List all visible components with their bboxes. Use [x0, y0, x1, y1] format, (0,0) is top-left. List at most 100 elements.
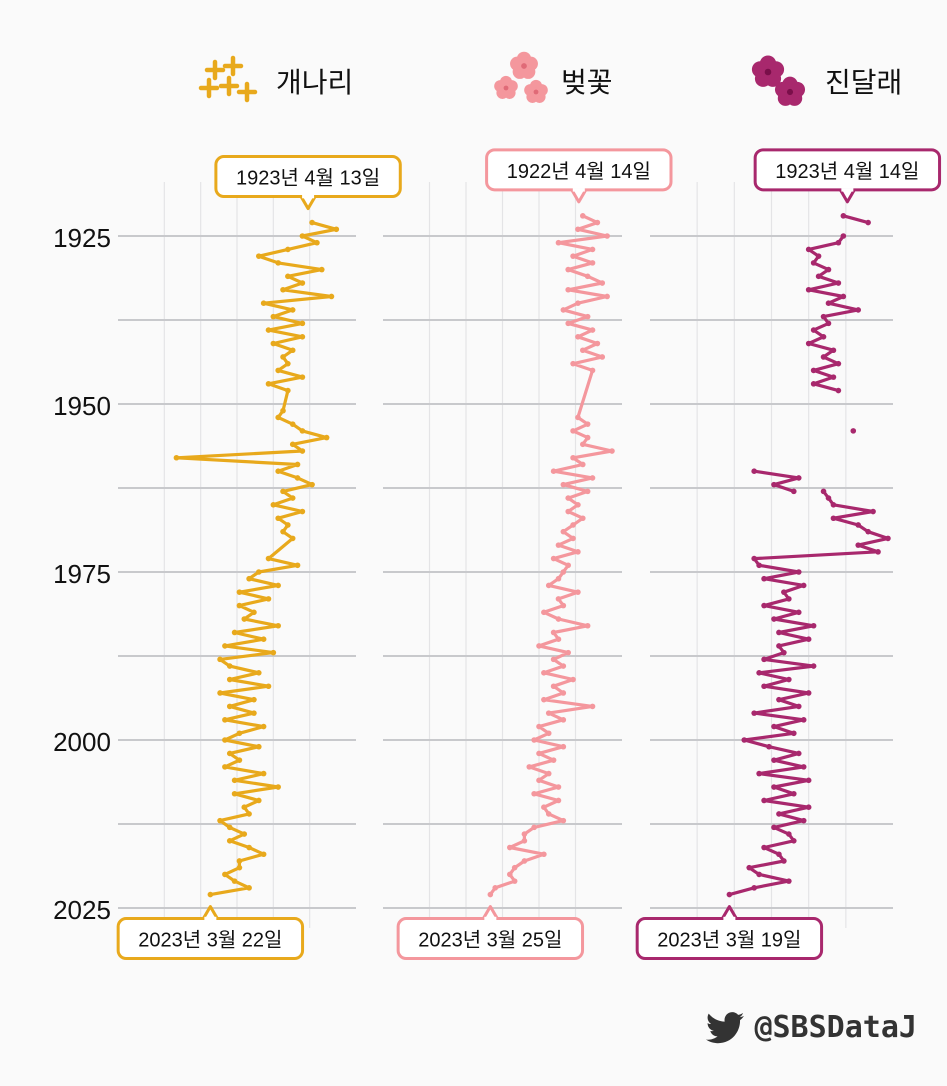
data-point — [555, 797, 562, 804]
data-point — [226, 838, 233, 844]
data-point — [222, 764, 228, 770]
data-point — [555, 784, 562, 790]
callout-text: 1922년 4월 14일 — [507, 160, 651, 183]
data-point — [800, 817, 807, 824]
data-point — [265, 327, 272, 333]
data-point — [536, 750, 542, 757]
data-point — [604, 233, 610, 239]
data-point — [236, 757, 243, 763]
data-point — [840, 213, 847, 219]
data-point — [255, 569, 262, 575]
data-point — [840, 233, 847, 239]
data-point — [776, 851, 782, 858]
data-point — [756, 770, 762, 777]
data-point — [560, 569, 567, 575]
data-point — [246, 844, 252, 851]
data-point — [756, 871, 762, 878]
last-bloom-callout-3: 2023년 3월 19일 — [635, 905, 824, 961]
data-point — [761, 602, 767, 609]
data-point — [231, 777, 238, 784]
data-point — [309, 219, 315, 226]
data-point — [589, 367, 596, 374]
data-point — [226, 750, 233, 757]
data-point — [555, 575, 562, 582]
forsythia-petal-cross — [204, 59, 226, 81]
data-point — [575, 300, 581, 307]
data-point — [810, 663, 817, 669]
data-point — [275, 622, 281, 629]
data-point — [835, 239, 842, 246]
series-line — [488, 214, 614, 897]
data-point — [565, 562, 571, 569]
data-point — [265, 683, 272, 690]
data-point — [820, 354, 827, 360]
cherry-blossom-icon — [494, 51, 548, 103]
y-tick-label: 2025 — [53, 895, 111, 925]
last-bloom-callout-1: 2023년 3월 22일 — [116, 905, 305, 961]
data-point — [222, 643, 228, 649]
data-point — [255, 253, 262, 259]
data-point — [541, 670, 547, 676]
forsythia-petal-cross — [218, 75, 240, 97]
data-point — [584, 488, 591, 495]
data-point — [280, 354, 286, 360]
data-point — [766, 743, 772, 750]
first-bloom-callout-2: 1922년 4월 14일 — [485, 148, 673, 204]
data-point — [756, 670, 762, 676]
flower-petal — [524, 84, 537, 97]
data-point — [285, 273, 291, 280]
data-point — [771, 616, 777, 622]
data-point — [810, 327, 817, 333]
data-point — [294, 562, 301, 569]
data-point — [289, 421, 296, 427]
data-point — [786, 596, 792, 602]
data-point — [511, 864, 518, 871]
data-point — [589, 327, 596, 333]
data-point — [531, 737, 537, 743]
data-point — [275, 582, 281, 589]
data-point — [761, 656, 767, 663]
callout-pointer — [482, 905, 499, 920]
data-point — [251, 696, 257, 703]
data-point — [507, 871, 513, 878]
data-point — [565, 266, 571, 273]
series-3 — [726, 213, 891, 898]
data-point — [285, 246, 291, 253]
data-point — [835, 360, 842, 367]
data-point — [173, 454, 180, 461]
data-point — [275, 515, 281, 522]
data-point — [850, 428, 857, 434]
data-point — [771, 784, 777, 790]
data-point — [246, 575, 252, 582]
flower-petal — [751, 61, 769, 78]
data-point — [487, 891, 494, 898]
data-point — [795, 750, 802, 757]
data-point — [584, 434, 591, 441]
data-point — [751, 885, 757, 891]
callout-text: 2023년 3월 25일 — [418, 929, 562, 952]
data-point — [570, 676, 576, 683]
data-point — [570, 522, 576, 528]
data-point — [299, 233, 306, 239]
data-point — [265, 555, 272, 562]
data-point — [751, 710, 757, 716]
data-point — [280, 488, 286, 495]
data-point — [531, 790, 537, 797]
data-point — [589, 260, 596, 266]
data-point — [255, 670, 262, 676]
data-point — [795, 475, 802, 481]
data-point — [805, 286, 812, 293]
data-point — [555, 542, 562, 548]
data-point — [810, 381, 817, 387]
data-point — [265, 596, 272, 602]
data-point — [260, 770, 267, 777]
data-point — [771, 757, 777, 763]
data-point — [260, 851, 267, 858]
panel-grid-3 — [650, 182, 893, 928]
data-point — [589, 475, 596, 481]
attribution: @SBSDataJ — [706, 1010, 917, 1045]
y-tick-label: 1950 — [53, 391, 111, 421]
forsythia-petal-cross — [236, 81, 258, 103]
forsythia-petal-cross — [198, 77, 220, 99]
